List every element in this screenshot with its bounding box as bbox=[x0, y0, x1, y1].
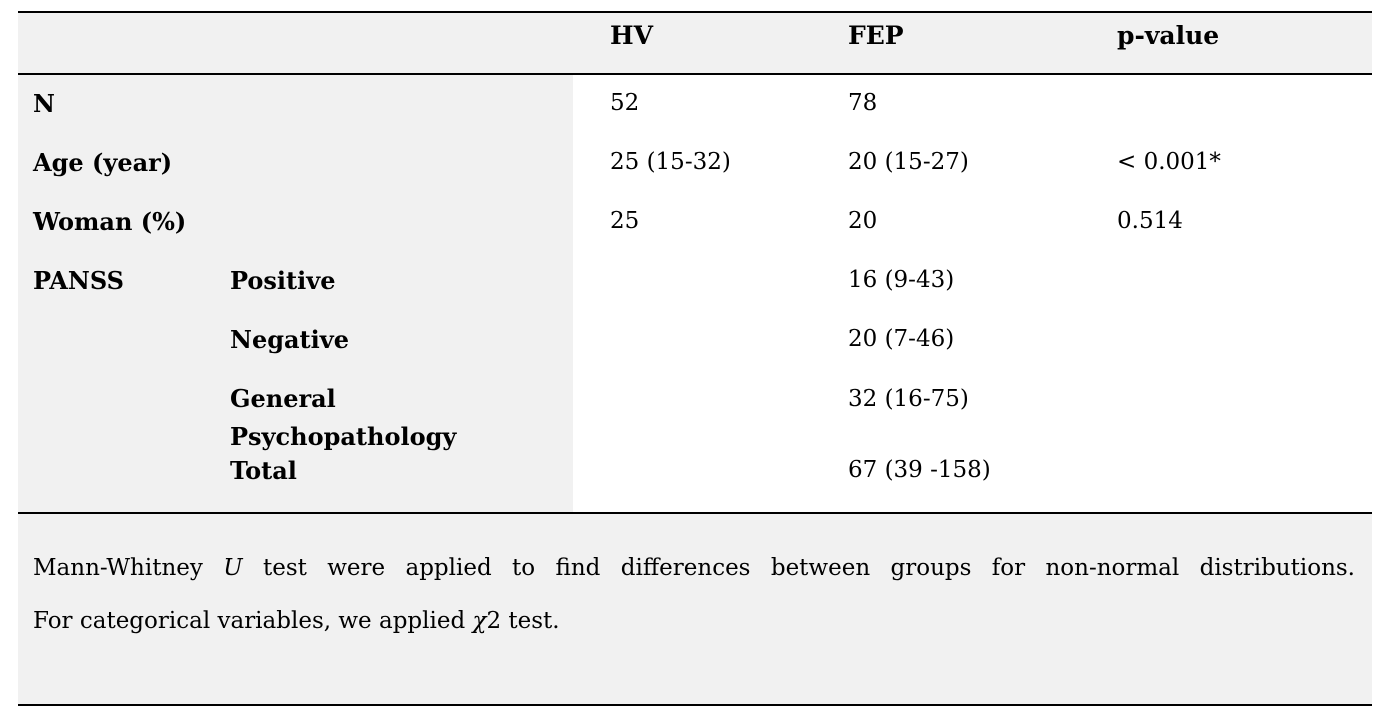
table-row-n: N 52 78 bbox=[18, 74, 1372, 134]
row-sublabel: Total bbox=[230, 456, 573, 512]
cell-hv bbox=[573, 456, 811, 512]
row-label: Age (year) bbox=[18, 134, 230, 193]
row-label bbox=[18, 311, 230, 370]
cell-fep: 16 (9-43) bbox=[811, 252, 1080, 311]
cell-fep: 20 bbox=[811, 193, 1080, 252]
row-sublabel bbox=[230, 74, 573, 134]
column-header-fep: FEP bbox=[848, 21, 904, 50]
cell-hv: 25 bbox=[573, 193, 811, 252]
row-label: N bbox=[18, 74, 230, 134]
cell-hv bbox=[573, 252, 811, 311]
cell-pvalue bbox=[1080, 456, 1372, 512]
cell-fep: 20 (7-46) bbox=[811, 311, 1080, 370]
table-row-panss-total: Total 67 (39 -158) bbox=[18, 456, 1372, 512]
table-row-woman: Woman (%) 25 20 0.514 bbox=[18, 193, 1372, 252]
footnote-line2-post: 2 test. bbox=[486, 608, 560, 634]
row-label: Woman (%) bbox=[18, 193, 230, 252]
table-row-panss-positive: PANSS Positive 16 (9-43) bbox=[18, 252, 1372, 311]
cell-pvalue bbox=[1080, 311, 1372, 370]
cell-pvalue bbox=[1080, 370, 1372, 456]
demographics-table-container: HV FEP p-value N 52 78 Age (year) 25 (15… bbox=[18, 11, 1372, 512]
cell-hv: 25 (15-32) bbox=[573, 134, 811, 193]
row-sublabel: General Psychopathology bbox=[230, 370, 573, 456]
table-row-panss-general: General Psychopathology 32 (16-75) bbox=[18, 370, 1372, 456]
column-header-hv: HV bbox=[610, 21, 654, 50]
cell-hv bbox=[573, 311, 811, 370]
footnote-line-2: For categorical variables, we applied χ2… bbox=[33, 607, 1355, 636]
cell-pvalue bbox=[1080, 252, 1372, 311]
cell-pvalue: 0.514 bbox=[1080, 193, 1372, 252]
footnote-line-1: Mann-Whitney U test were applied to find… bbox=[33, 554, 1355, 583]
row-sublabel: Positive bbox=[230, 252, 573, 311]
footnote-chi-symbol: χ bbox=[472, 608, 487, 634]
table-row-panss-negative: Negative 20 (7-46) bbox=[18, 311, 1372, 370]
cell-fep: 67 (39 -158) bbox=[811, 456, 1080, 512]
table-footnote: Mann-Whitney U test were applied to find… bbox=[18, 512, 1372, 706]
footnote-line1-pre: Mann-Whitney bbox=[33, 555, 224, 581]
header-empty-cell-2 bbox=[230, 12, 573, 74]
table-row-age: Age (year) 25 (15-32) 20 (15-27) < 0.001… bbox=[18, 134, 1372, 193]
cell-fep: 20 (15-27) bbox=[811, 134, 1080, 193]
cell-hv: 52 bbox=[573, 74, 811, 134]
row-sublabel bbox=[230, 193, 573, 252]
row-label bbox=[18, 456, 230, 512]
cell-fep: 78 bbox=[811, 74, 1080, 134]
header-row: HV FEP p-value bbox=[18, 12, 1372, 74]
cell-pvalue: < 0.001* bbox=[1080, 134, 1372, 193]
row-sublabel: Negative bbox=[230, 311, 573, 370]
row-sublabel-text: General Psychopathology bbox=[230, 384, 457, 451]
cell-hv bbox=[573, 370, 811, 456]
footnote-line1-italic-u: U bbox=[223, 555, 243, 581]
header-empty-cell-1 bbox=[18, 12, 230, 74]
footnote-line2-pre: For categorical variables, we applied bbox=[33, 608, 473, 634]
column-header-pvalue: p-value bbox=[1117, 21, 1220, 50]
demographics-table: HV FEP p-value N 52 78 Age (year) 25 (15… bbox=[18, 11, 1372, 512]
footnote-line1-post: test were applied to find differences be… bbox=[242, 555, 1355, 581]
row-label bbox=[18, 370, 230, 456]
row-sublabel bbox=[230, 134, 573, 193]
row-label: PANSS bbox=[18, 252, 230, 311]
cell-pvalue bbox=[1080, 74, 1372, 134]
cell-fep: 32 (16-75) bbox=[811, 370, 1080, 456]
